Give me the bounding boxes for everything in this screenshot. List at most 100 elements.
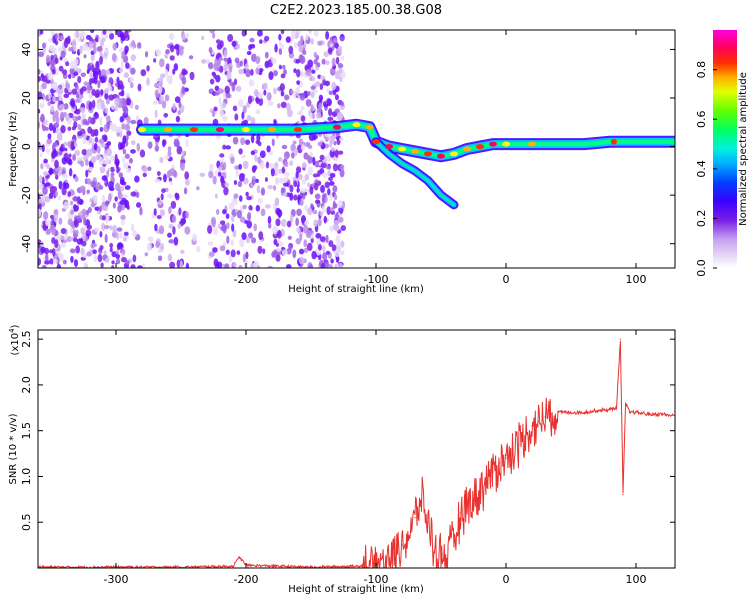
noise-speck <box>60 50 66 59</box>
noise-speck <box>94 37 100 42</box>
noise-speck <box>184 179 190 186</box>
noise-speck <box>111 265 115 268</box>
noise-speck <box>98 205 103 213</box>
noise-speck <box>334 214 340 219</box>
ridge-hotspot <box>502 141 510 147</box>
noise-speck <box>161 188 166 194</box>
noise-speck <box>169 261 176 268</box>
noise-speck <box>108 86 113 92</box>
noise-speck <box>75 84 79 91</box>
noise-speck <box>123 231 129 236</box>
noise-speck <box>63 182 70 190</box>
noise-speck <box>88 166 94 171</box>
noise-speck <box>82 43 89 52</box>
noise-speck <box>159 209 166 217</box>
noise-speck <box>104 257 110 264</box>
noise-speck <box>57 46 63 53</box>
noise-speck <box>58 104 65 109</box>
snr-point <box>440 553 442 555</box>
noise-speck <box>170 200 177 209</box>
noise-speck <box>298 256 305 265</box>
noise-speck <box>169 180 174 186</box>
noise-speck <box>310 38 314 45</box>
noise-speck <box>230 249 236 258</box>
noise-speck <box>41 82 47 90</box>
noise-speck <box>274 200 280 207</box>
noise-speck <box>281 144 288 150</box>
noise-speck <box>283 171 290 177</box>
noise-speck <box>48 192 54 200</box>
noise-speck <box>289 192 294 201</box>
noise-speck <box>40 246 46 254</box>
noise-speck <box>330 258 334 264</box>
noise-speck <box>55 230 59 236</box>
noise-speck <box>81 232 86 240</box>
noise-speck <box>296 166 302 174</box>
noise-speck <box>86 178 92 185</box>
noise-speck <box>328 108 333 117</box>
noise-speck <box>65 82 71 90</box>
noise-speck <box>308 263 314 268</box>
noise-speck <box>249 43 256 49</box>
noise-speck <box>242 160 249 170</box>
noise-speck <box>48 45 55 52</box>
noise-speck <box>265 161 270 169</box>
noise-speck <box>159 95 164 102</box>
noise-speck <box>220 161 224 167</box>
noise-speck <box>62 173 68 179</box>
noise-speck <box>59 35 65 41</box>
noise-speck <box>77 124 82 131</box>
noise-speck <box>219 153 225 158</box>
noise-speck <box>119 68 123 74</box>
ridge-hotspot <box>242 127 250 133</box>
noise-speck <box>161 100 167 109</box>
noise-speck <box>168 206 172 215</box>
snr-point <box>310 566 312 568</box>
ridge-hotspot <box>372 139 380 145</box>
noise-speck <box>100 143 106 148</box>
noise-speck <box>166 63 170 69</box>
noise-speck <box>90 30 95 34</box>
noise-speck <box>180 162 185 171</box>
noise-speck <box>180 155 185 160</box>
noise-speck <box>73 142 78 147</box>
noise-speck <box>337 199 343 209</box>
noise-speck <box>110 155 115 162</box>
noise-speck <box>219 109 224 118</box>
noise-speck <box>100 222 106 232</box>
noise-speck <box>43 158 48 164</box>
noise-speck <box>214 91 220 96</box>
noise-speck <box>86 224 92 230</box>
noise-speck <box>178 46 184 51</box>
noise-speck <box>302 49 307 56</box>
noise-speck <box>241 111 245 120</box>
noise-speck <box>108 187 115 192</box>
noise-speck <box>121 156 126 164</box>
noise-speck <box>147 141 153 149</box>
noise-speck <box>299 55 306 64</box>
noise-speck <box>182 69 188 75</box>
noise-speck <box>94 206 100 211</box>
noise-speck <box>334 248 340 258</box>
noise-speck <box>244 63 249 70</box>
noise-speck <box>209 78 215 85</box>
noise-speck <box>123 106 129 115</box>
noise-speck <box>181 34 186 41</box>
colorbar-tick-label: 0.0 <box>695 259 708 277</box>
noise-speck <box>141 263 146 268</box>
noise-speck <box>118 172 124 178</box>
noise-speck <box>245 68 251 78</box>
noise-speck <box>130 223 135 232</box>
noise-speck <box>47 133 52 140</box>
noise-speck <box>58 84 63 90</box>
noise-speck <box>298 248 305 255</box>
noise-speck <box>242 253 246 263</box>
noise-speck <box>337 111 343 121</box>
noise-speck <box>80 72 87 78</box>
noise-speck <box>122 236 128 242</box>
noise-speck <box>335 255 340 263</box>
noise-speck <box>93 254 98 263</box>
noise-speck <box>107 167 112 172</box>
noise-speck <box>75 245 81 254</box>
noise-speck <box>54 57 59 64</box>
